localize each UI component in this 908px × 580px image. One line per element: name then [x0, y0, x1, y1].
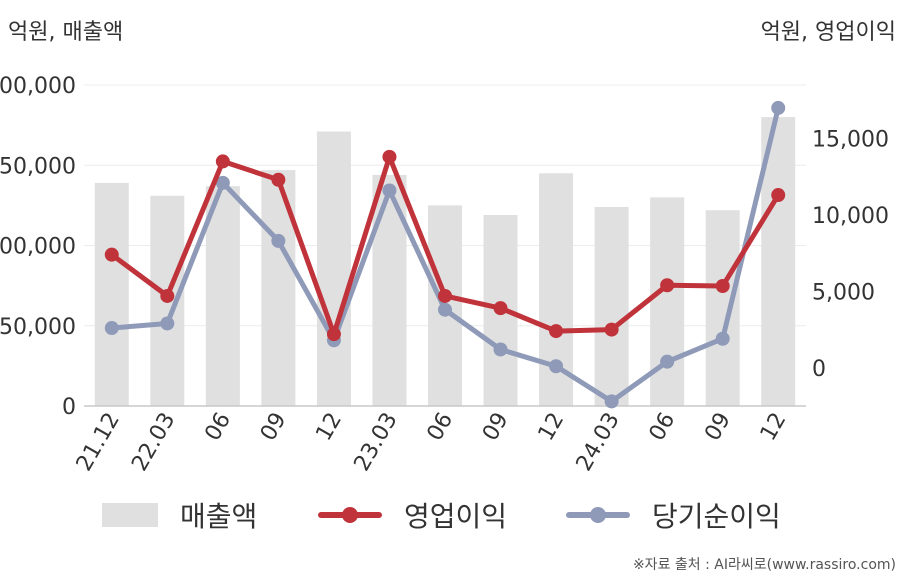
income-lines	[104, 100, 786, 409]
op-income-point	[771, 188, 786, 203]
net-income-point	[493, 342, 508, 357]
op-income-point	[660, 278, 675, 293]
op-income-point	[326, 327, 341, 342]
legend-label-op-income: 영업이익	[404, 500, 508, 533]
legend-item-op-income: 영업이익	[318, 495, 507, 535]
x-tick-label: 24.03	[572, 409, 625, 476]
net-income-point	[549, 359, 564, 374]
x-tick-label: 12	[534, 409, 570, 446]
net-income-point	[660, 354, 675, 369]
right-axis-unit: 억원, 영업이익	[760, 20, 896, 45]
net-income-point	[215, 175, 230, 190]
revenue-bars	[94, 117, 796, 407]
revenue-bar	[316, 131, 351, 407]
chart-legend: 매출액 영업이익 당기순이익	[0, 495, 908, 535]
x-tick-label: 21.12	[72, 409, 125, 476]
net-income-point	[104, 321, 119, 336]
op-income-point	[382, 149, 397, 164]
x-tick-label: 09	[256, 409, 292, 446]
right-tick-label: 15,000	[812, 128, 889, 153]
x-tick-label: 09	[700, 409, 736, 446]
left-tick-label: 200,000	[0, 74, 76, 99]
combo-chart: 0 50,000 100,000 150,000 200,000 0 5,000 10,00…	[0, 74, 889, 476]
legend-swatch-revenue	[102, 503, 158, 527]
left-tick-label: 50,000	[0, 315, 76, 340]
x-tick-label: 09	[478, 409, 514, 446]
left-tick-label: 150,000	[0, 154, 76, 179]
x-tick-label: 22.03	[127, 409, 180, 476]
net-income-point	[715, 331, 730, 346]
x-tick-label: 06	[200, 409, 236, 446]
left-tick-label: 100,000	[0, 235, 76, 260]
right-tick-label: 5,000	[812, 280, 875, 305]
x-tick-label: 12	[756, 409, 792, 446]
left-axis-unit: 억원, 매출액	[8, 20, 124, 45]
x-tick-label: 06	[423, 409, 459, 446]
revenue-bar	[650, 197, 685, 406]
op-income-point	[104, 247, 119, 262]
net-income-point	[438, 302, 452, 317]
x-tick-label: 23.03	[350, 409, 403, 476]
x-tick-label: 06	[645, 409, 681, 446]
net-income-point	[160, 316, 175, 331]
revenue-bar	[372, 174, 407, 406]
legend-swatch-net-income	[566, 503, 630, 527]
op-income-point	[493, 301, 508, 316]
net-income-point	[382, 183, 397, 198]
net-income-point	[604, 394, 619, 409]
right-axis-ticks: 0 5,000 10,000 15,000	[812, 128, 889, 382]
revenue-bar	[261, 170, 296, 406]
op-income-point	[160, 288, 175, 303]
net-income-point	[771, 100, 786, 115]
revenue-bar	[705, 210, 740, 406]
right-tick-label: 0	[812, 357, 826, 382]
legend-swatch-op-income	[318, 503, 382, 527]
revenue-bar	[205, 186, 240, 406]
op-income-point	[215, 154, 230, 169]
op-income-point	[715, 279, 730, 294]
source-note: ※자료 출처 : AI라씨로(www.rassiro.com)	[632, 557, 896, 573]
x-tick-label: 12	[311, 409, 347, 446]
legend-label-revenue: 매출액	[180, 500, 258, 533]
left-axis-ticks: 0 50,000 100,000 150,000 200,000	[0, 74, 76, 420]
right-tick-label: 10,000	[812, 204, 889, 229]
legend-label-net-income: 당기순이익	[652, 500, 781, 533]
op-income-point	[271, 172, 286, 187]
net-income-point	[271, 233, 286, 248]
op-income-point	[438, 288, 452, 303]
legend-item-revenue: 매출액	[102, 495, 257, 535]
left-tick-label: 0	[62, 395, 76, 420]
op-income-point	[604, 322, 619, 337]
revenue-bar	[594, 206, 629, 406]
op-income-point	[549, 324, 564, 339]
revenue-bar	[94, 182, 129, 406]
legend-item-net-income: 당기순이익	[566, 495, 781, 535]
x-axis-ticks: 21.12 22.03 06 09 12 23.03 06 09 12 24.03 06 09 12	[72, 409, 792, 476]
